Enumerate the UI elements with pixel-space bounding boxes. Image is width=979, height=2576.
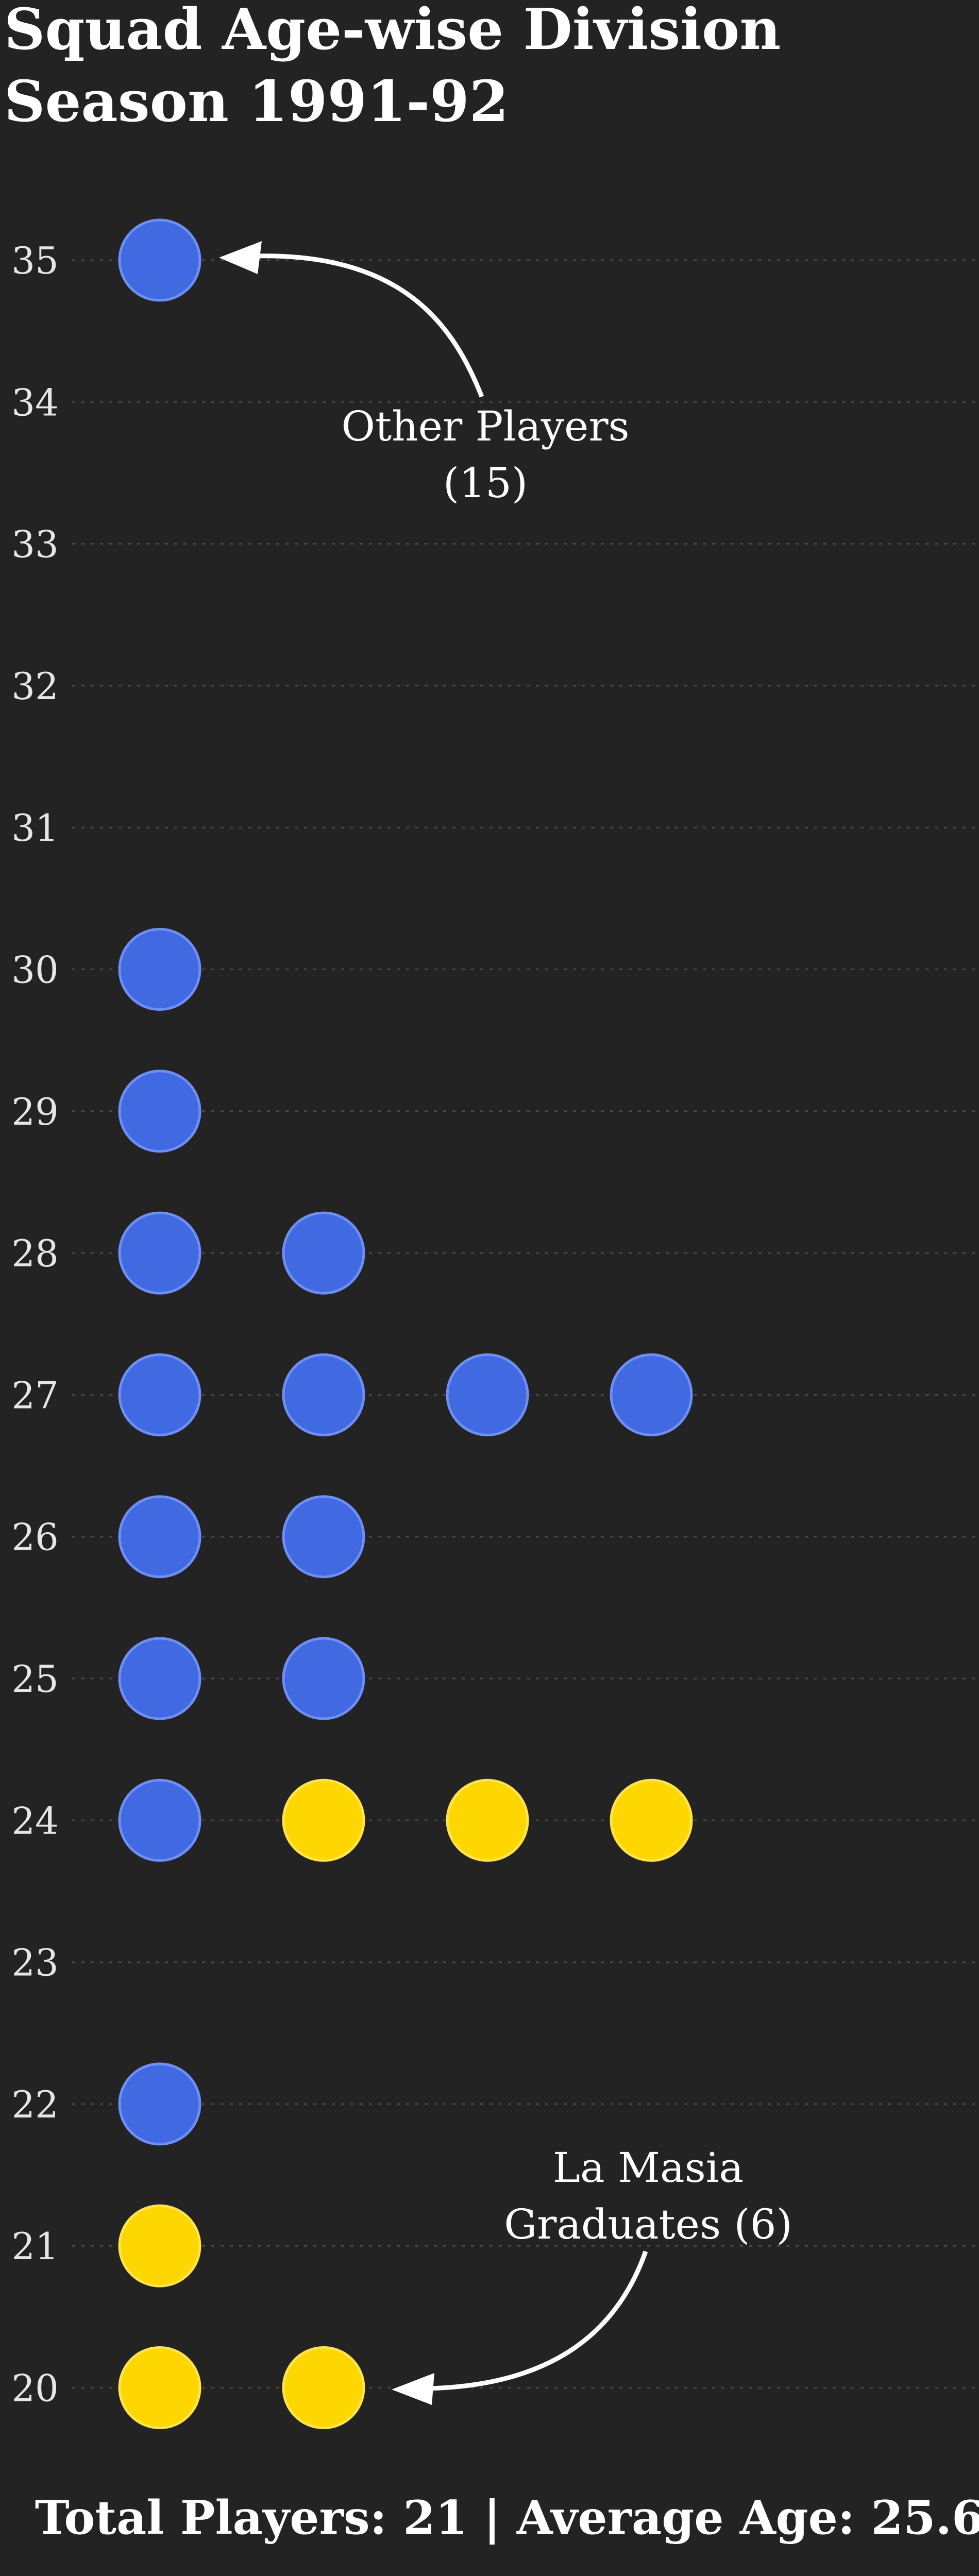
y-tick-label: 34 xyxy=(11,381,59,424)
other-player-dot-30-1 xyxy=(118,928,201,1011)
other-player-dot-25-2 xyxy=(282,1637,365,1720)
annotation-other-players: Other Players (15) xyxy=(219,241,630,507)
chart-title-line-1: Squad Age-wise Division xyxy=(4,0,781,62)
annotation-la-masia-line-1: La Masia xyxy=(553,2144,744,2192)
player-dots xyxy=(118,218,693,2429)
la-masia-dot-24-3 xyxy=(446,1778,529,1862)
y-tick-label: 29 xyxy=(11,1090,59,1133)
la-masia-dot-20-2 xyxy=(282,2346,365,2429)
annotation-arrow-other-players xyxy=(255,253,484,398)
la-masia-dot-24-2 xyxy=(282,1778,365,1862)
other-player-dot-26-1 xyxy=(118,1495,201,1579)
other-player-dot-27-3 xyxy=(446,1353,529,1436)
y-tick-label: 20 xyxy=(11,2367,59,2410)
annotation-la-masia: La Masia Graduates (6) xyxy=(392,2144,792,2405)
y-tick-label: 35 xyxy=(11,239,59,282)
y-tick-label: 22 xyxy=(11,2083,59,2126)
y-tick-label: 31 xyxy=(11,806,59,850)
annotation-arrowhead-la-masia xyxy=(392,2373,434,2405)
other-player-dot-22-1 xyxy=(118,2062,201,2146)
y-tick-label: 33 xyxy=(11,523,59,566)
annotation-other-players-line-1: Other Players xyxy=(341,402,629,450)
y-tick-label: 32 xyxy=(11,665,59,708)
annotation-arrow-la-masia xyxy=(427,2250,648,2391)
y-tick-label: 25 xyxy=(11,1657,59,1701)
y-tick-label: 27 xyxy=(11,1374,59,1417)
y-tick-label: 24 xyxy=(11,1799,59,1842)
other-player-dot-28-1 xyxy=(118,1211,201,1295)
annotation-other-players-line-2: (15) xyxy=(443,459,528,507)
other-player-dot-25-1 xyxy=(118,1637,201,1720)
y-tick-label: 21 xyxy=(11,2225,59,2268)
y-tick-label: 26 xyxy=(11,1516,59,1559)
chart-title-line-2: Season 1991-92 xyxy=(4,68,509,134)
other-player-dot-26-2 xyxy=(282,1495,365,1579)
y-tick-label: 28 xyxy=(11,1232,59,1275)
other-player-dot-24-1 xyxy=(118,1778,201,1862)
y-axis-ticks: 35 34 33 32 31 30 29 28 27 26 25 24 23 22 21 20 xyxy=(11,239,59,2410)
y-tick-label: 30 xyxy=(11,948,59,992)
y-tick-label: 23 xyxy=(11,1941,59,1985)
annotation-arrowhead-other-players xyxy=(219,241,262,274)
la-masia-dot-24-4 xyxy=(610,1778,693,1862)
other-player-dot-35-1 xyxy=(118,218,201,302)
annotation-la-masia-line-2: Graduates (6) xyxy=(504,2200,792,2248)
la-masia-dot-21-1 xyxy=(118,2204,201,2287)
summary-text: Total Players: 21 | Average Age: 25.67 xyxy=(35,2490,979,2545)
other-player-dot-29-1 xyxy=(118,1070,201,1153)
other-player-dot-27-4 xyxy=(610,1353,693,1436)
other-player-dot-28-2 xyxy=(282,1211,365,1295)
gridlines xyxy=(72,259,979,2388)
other-player-dot-27-1 xyxy=(118,1353,201,1436)
other-player-dot-27-2 xyxy=(282,1353,365,1436)
la-masia-dot-20-1 xyxy=(118,2346,201,2429)
